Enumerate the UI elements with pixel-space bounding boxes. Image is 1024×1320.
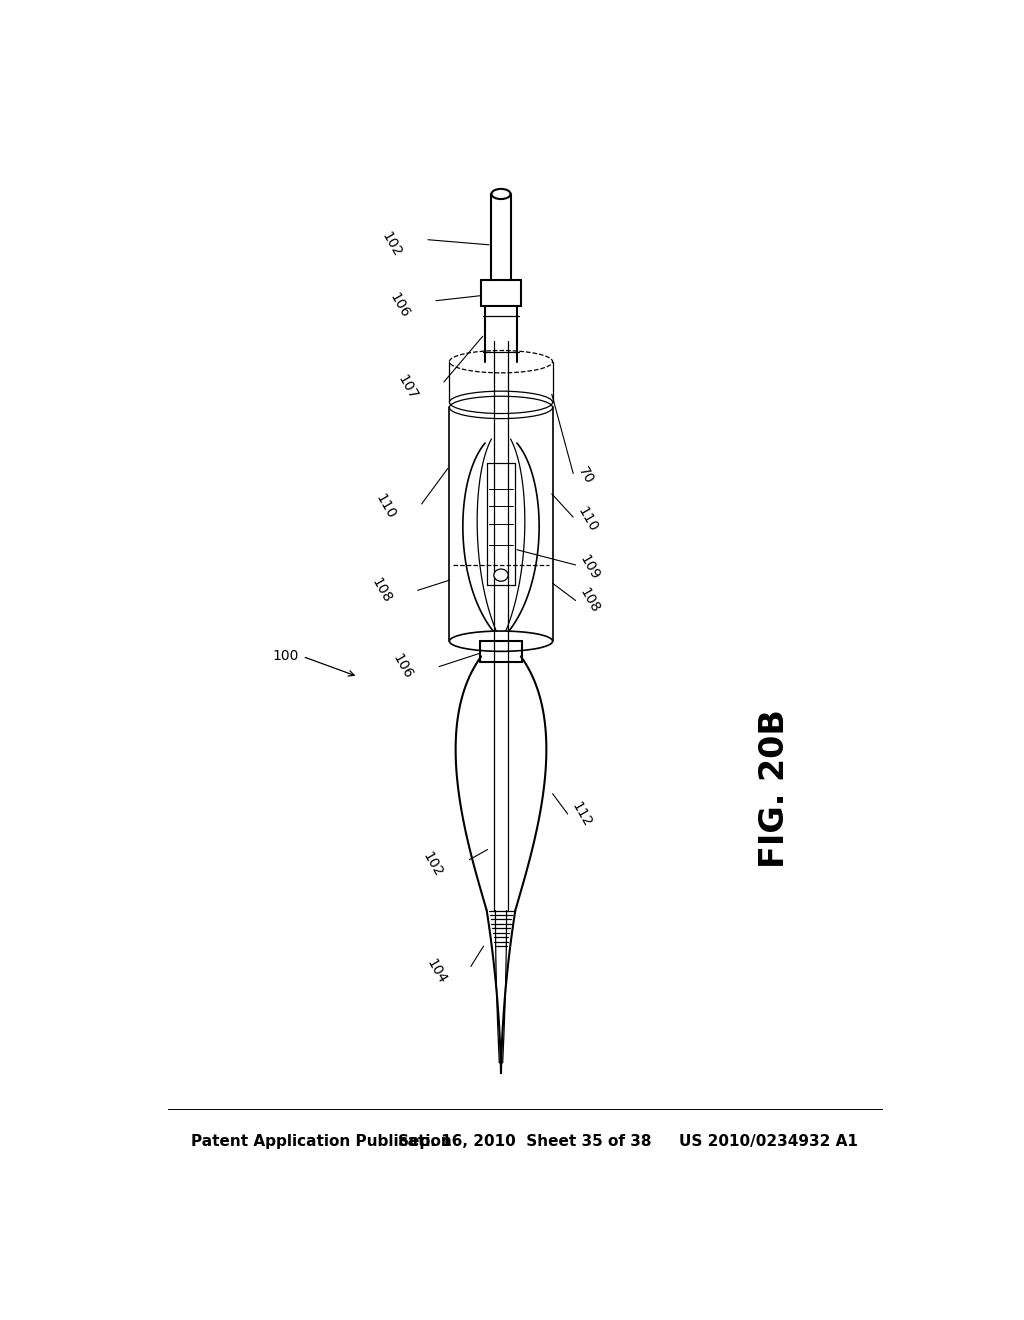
Text: 110: 110 bbox=[373, 491, 397, 521]
Text: 107: 107 bbox=[394, 372, 420, 403]
Text: 110: 110 bbox=[574, 504, 600, 535]
Text: Patent Application Publication: Patent Application Publication bbox=[191, 1134, 453, 1150]
Text: 108: 108 bbox=[578, 586, 602, 615]
Text: US 2010/0234932 A1: US 2010/0234932 A1 bbox=[679, 1134, 858, 1150]
Text: FIG. 20B: FIG. 20B bbox=[759, 709, 792, 869]
Text: 70: 70 bbox=[574, 465, 596, 487]
Text: 106: 106 bbox=[390, 652, 416, 681]
Text: 102: 102 bbox=[379, 230, 404, 260]
Text: 112: 112 bbox=[569, 799, 595, 829]
Ellipse shape bbox=[492, 189, 511, 199]
Text: 102: 102 bbox=[420, 850, 445, 879]
Ellipse shape bbox=[494, 569, 508, 581]
Text: 108: 108 bbox=[369, 576, 394, 606]
Text: 104: 104 bbox=[424, 957, 450, 986]
Text: 106: 106 bbox=[387, 290, 412, 321]
Text: Sep. 16, 2010  Sheet 35 of 38: Sep. 16, 2010 Sheet 35 of 38 bbox=[398, 1134, 651, 1150]
Text: 109: 109 bbox=[578, 552, 602, 582]
Text: 100: 100 bbox=[272, 649, 299, 664]
